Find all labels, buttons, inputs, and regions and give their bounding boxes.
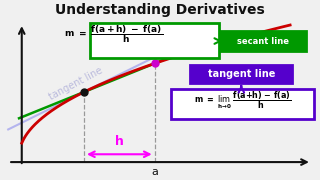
FancyBboxPatch shape xyxy=(172,89,314,119)
FancyBboxPatch shape xyxy=(90,23,219,58)
Text: tangent line: tangent line xyxy=(208,69,275,80)
Text: h: h xyxy=(115,135,124,148)
Text: tangent line: tangent line xyxy=(47,66,104,102)
FancyBboxPatch shape xyxy=(220,31,306,51)
FancyBboxPatch shape xyxy=(190,66,292,84)
Title: Understanding Derivatives: Understanding Derivatives xyxy=(55,3,265,17)
Text: a: a xyxy=(151,167,158,177)
Text: f(x): f(x) xyxy=(282,37,304,47)
Text: $\mathbf{m\ =\ \lim_{h \to 0}\ \dfrac{f(a+h)\ -\ f(a)}{h}}$: $\mathbf{m\ =\ \lim_{h \to 0}\ \dfrac{f(… xyxy=(194,89,291,111)
Text: secant line: secant line xyxy=(237,37,289,46)
Text: $\mathbf{m\ =\ \dfrac{f(a + h)\ -\ f(a)}{h}}$: $\mathbf{m\ =\ \dfrac{f(a + h)\ -\ f(a)}… xyxy=(64,23,164,45)
